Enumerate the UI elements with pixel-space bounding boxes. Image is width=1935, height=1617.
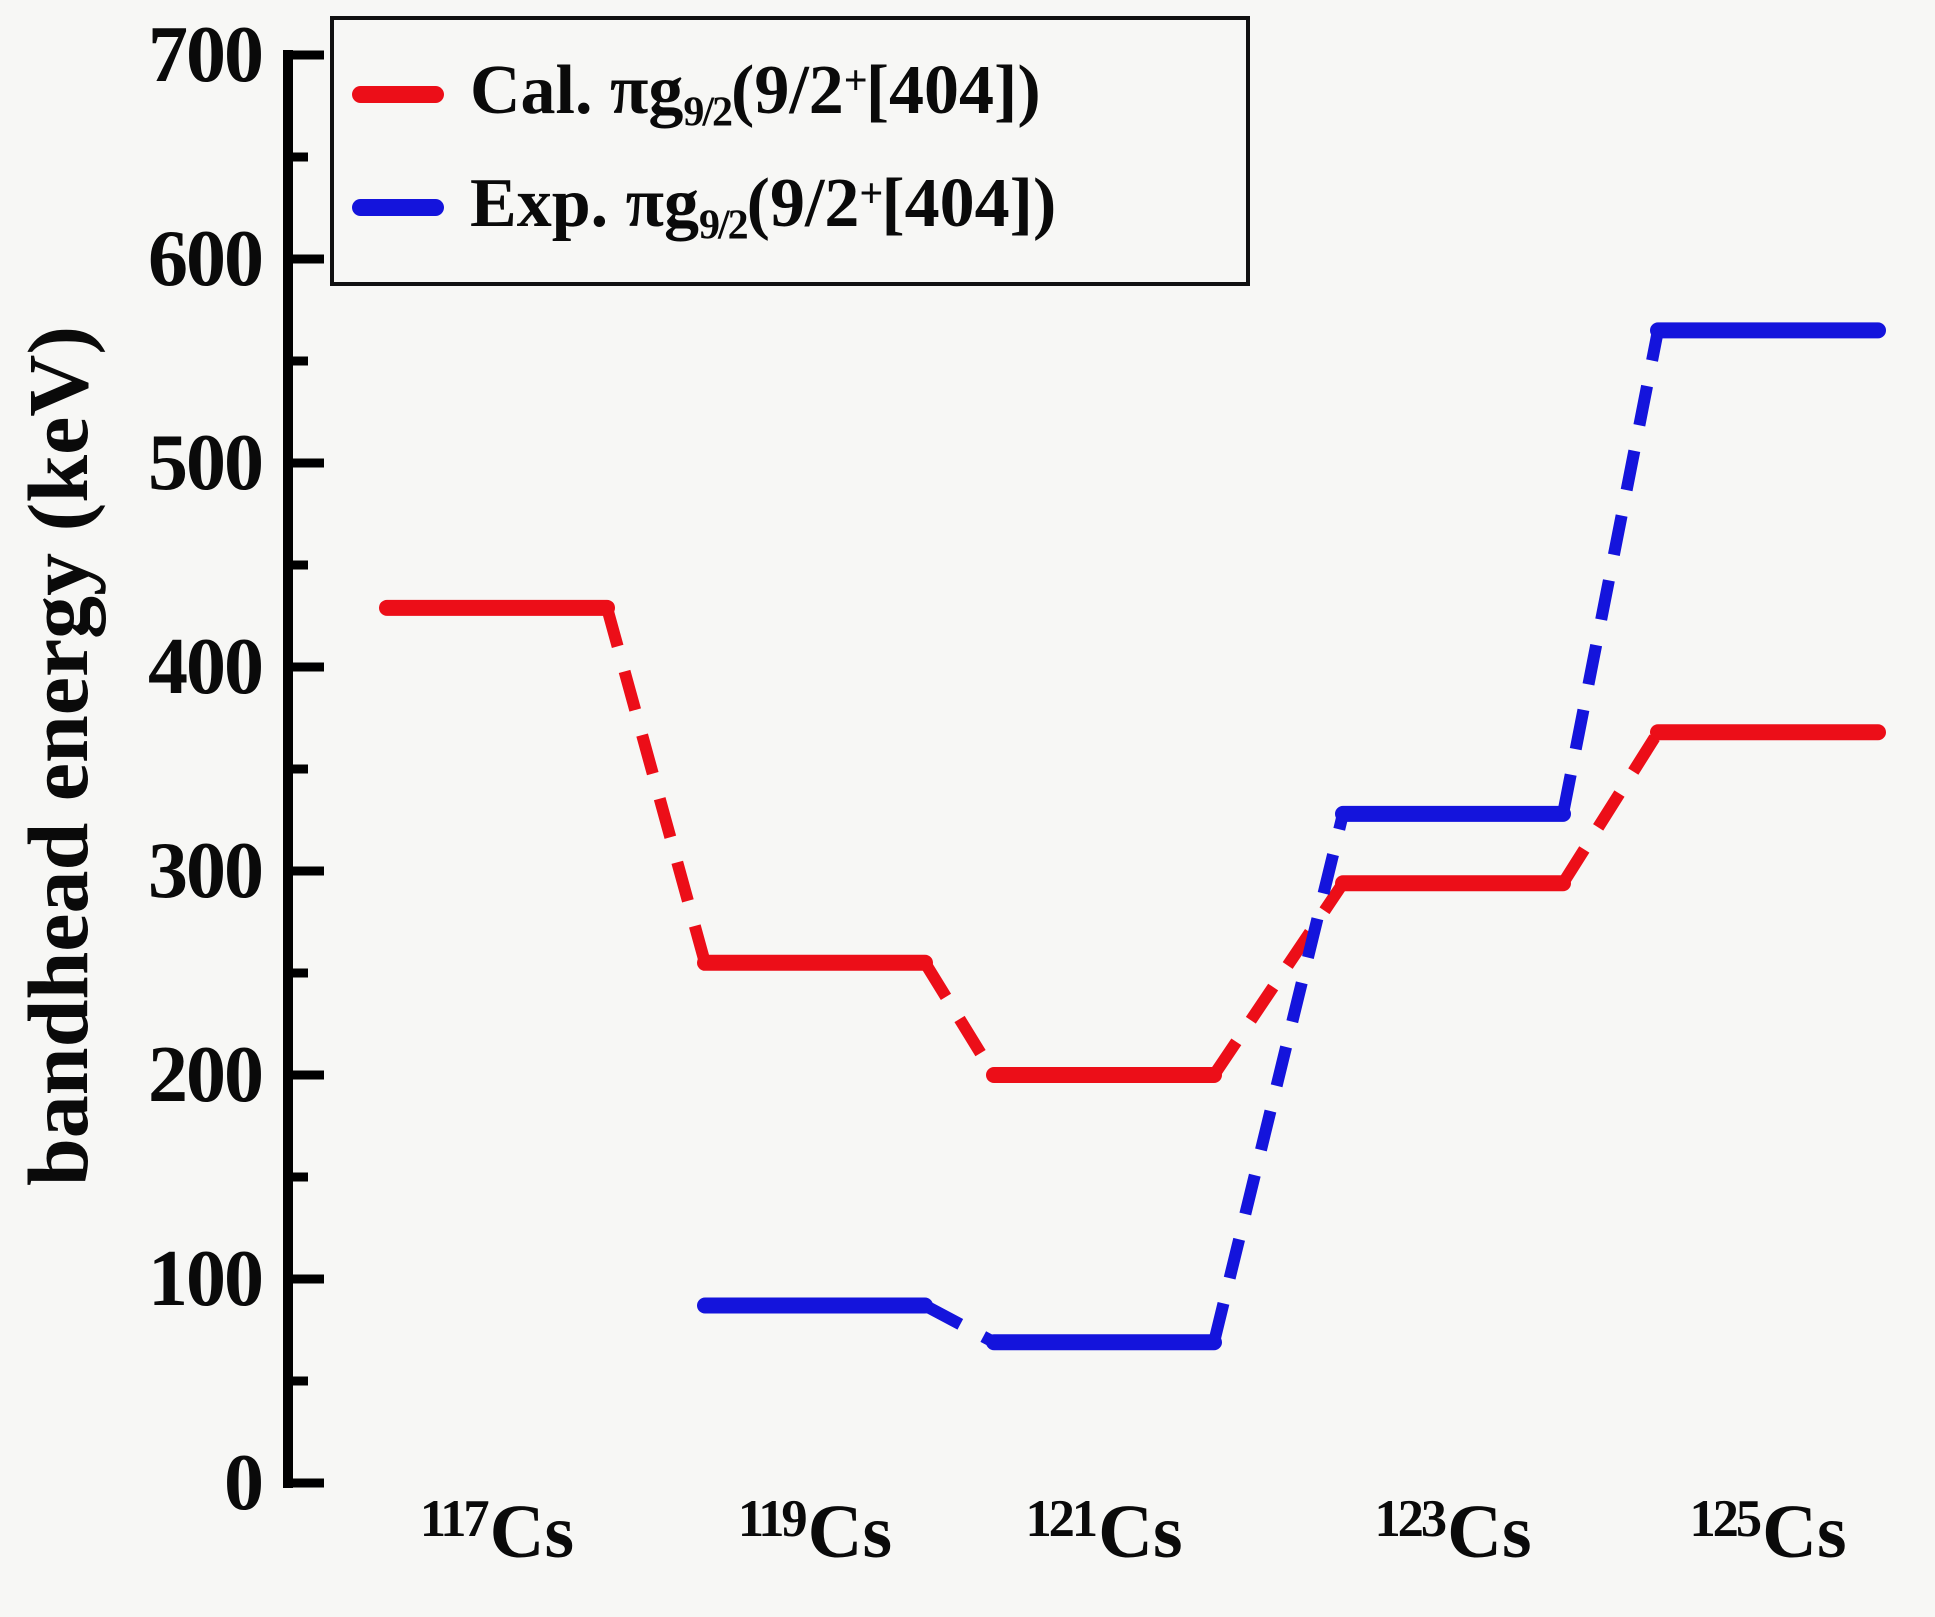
x-category-label-117Cs: 117Cs: [419, 1489, 575, 1574]
connector-cal-117Cs-119Cs: [601, 606, 711, 965]
legend-swatch-exp: [352, 199, 444, 217]
y-tick-label-100: 100: [148, 1235, 264, 1323]
y-tick-label-200: 200: [148, 1031, 264, 1119]
x-category-label-123Cs: 123Cs: [1374, 1489, 1532, 1574]
connector-cal-121Cs-123Cs: [1209, 879, 1348, 1079]
legend-label-cal: Cal. πg9/2(9/2+[404]): [470, 51, 1041, 136]
y-tick-label-600: 600: [148, 215, 264, 303]
legend-swatch-cal: [352, 85, 444, 103]
y-axis-title: bandhead energy (keV): [10, 325, 106, 1187]
y-tick-label-700: 700: [148, 11, 264, 99]
x-category-label-125Cs: 125Cs: [1689, 1489, 1847, 1574]
legend: Cal. πg9/2(9/2+[404]) Exp. πg9/2(9/2+[404…: [330, 16, 1250, 286]
y-tick-label-500: 500: [148, 419, 264, 507]
connector-exp-121Cs-123Cs: [1208, 812, 1349, 1344]
y-tick-label-300: 300: [148, 827, 264, 915]
x-category-label-121Cs: 121Cs: [1025, 1489, 1183, 1574]
legend-entry-cal: Cal. πg9/2(9/2+[404]): [352, 51, 1246, 136]
y-tick-label-0: 0: [224, 1439, 264, 1527]
connector-cal-119Cs-121Cs: [919, 959, 1000, 1079]
connector-exp-119Cs-121Cs: [922, 1300, 997, 1348]
legend-entry-exp: Exp. πg9/2(9/2+[404]): [352, 164, 1246, 249]
connector-exp-123Cs-125Cs: [1557, 329, 1664, 816]
y-tick-label-400: 400: [148, 623, 264, 711]
legend-label-exp: Exp. πg9/2(9/2+[404]): [470, 164, 1057, 249]
x-category-label-119Cs: 119Cs: [737, 1489, 893, 1574]
connector-cal-123Cs-125Cs: [1557, 729, 1664, 887]
